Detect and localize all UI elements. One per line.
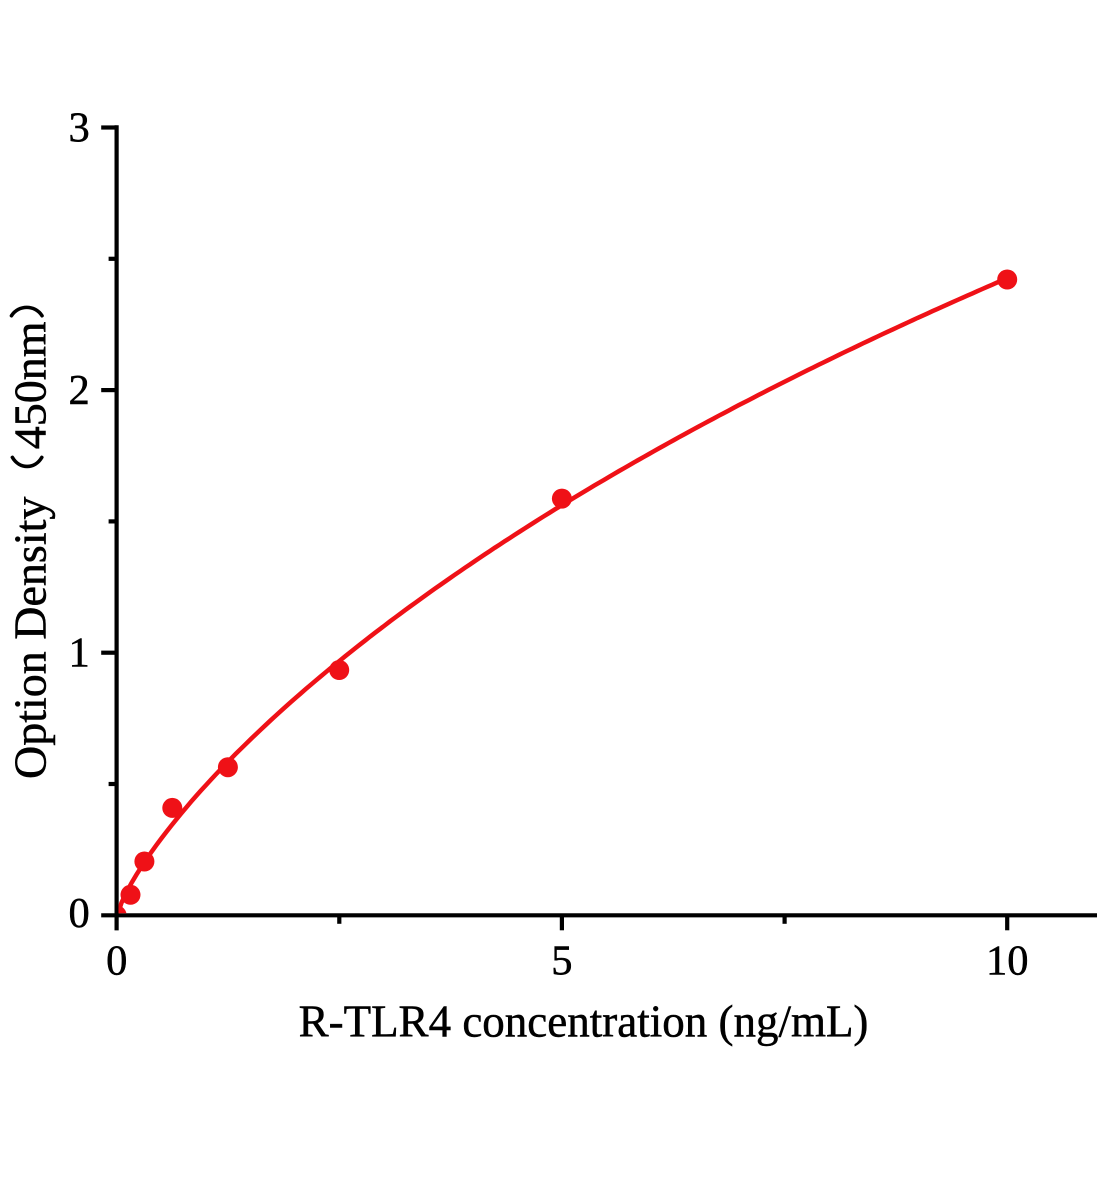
svg-text:3: 3 (69, 104, 90, 151)
svg-text:0: 0 (69, 890, 90, 937)
svg-text:R-TLR4 concentration (ng/mL): R-TLR4 concentration (ng/mL) (299, 997, 869, 1047)
svg-text:0: 0 (106, 938, 127, 985)
svg-text:1: 1 (69, 630, 90, 677)
svg-text:10: 10 (986, 938, 1029, 985)
svg-text:Option Density450nm: Option Density450nm (5, 321, 56, 779)
svg-text:2: 2 (69, 367, 90, 414)
svg-text:5: 5 (551, 938, 572, 985)
